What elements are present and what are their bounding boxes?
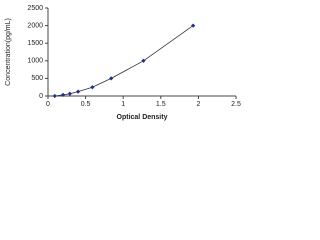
point xyxy=(141,58,146,63)
point xyxy=(52,93,57,99)
point xyxy=(67,91,72,96)
point xyxy=(191,23,196,28)
x-tick-label: 2 xyxy=(196,101,200,108)
x-tick-label: 0.5 xyxy=(81,101,91,108)
y-tick-label: 1000 xyxy=(27,58,43,65)
point xyxy=(90,85,95,90)
fit-line xyxy=(54,25,194,97)
y-tick-label: 0 xyxy=(39,93,43,100)
x-tick-label: 2.5 xyxy=(231,101,241,108)
x-tick-label: 1.5 xyxy=(156,101,166,108)
x-tick-label: 0 xyxy=(46,101,50,108)
x-axis-label: Optical Density xyxy=(117,114,168,121)
point xyxy=(109,76,114,81)
y-tick-label: 2500 xyxy=(27,5,43,12)
y-axis-label: Concentration(pg/mL) xyxy=(5,18,12,86)
y-tick-label: 500 xyxy=(31,75,43,82)
y-tick-label: 1500 xyxy=(27,40,43,47)
chart: Concentration(pg/mL) Optical Density 0 50… xyxy=(5,5,241,121)
y-tick-label: 2000 xyxy=(27,22,43,29)
point xyxy=(75,89,81,94)
point xyxy=(60,92,66,98)
x-tick-label: 1 xyxy=(121,101,125,108)
